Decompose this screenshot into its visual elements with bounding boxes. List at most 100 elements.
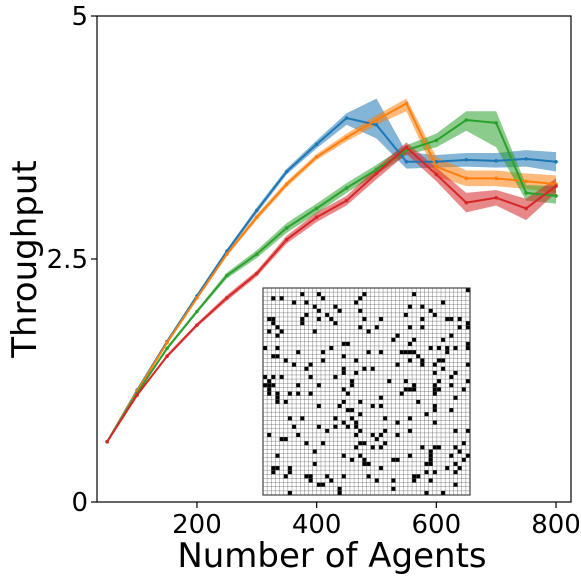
obstacle-cell: [275, 333, 280, 338]
obstacle-cell: [358, 412, 363, 417]
obstacle-cell: [453, 370, 458, 375]
obstacle-cell: [291, 424, 297, 429]
obstacle-cell: [416, 474, 421, 479]
obstacle-cell: [345, 391, 350, 396]
obstacle-cell: [358, 428, 363, 433]
obstacle-cell: [449, 408, 454, 413]
obstacle-cell: [453, 428, 458, 433]
series-3-point: [344, 198, 349, 203]
obstacle-cell: [432, 362, 437, 367]
series-0-point: [254, 208, 259, 213]
obstacle-cell: [436, 358, 442, 363]
obstacle-cell: [358, 325, 363, 330]
obstacle-cell: [387, 379, 392, 384]
obstacle-cell: [304, 474, 309, 479]
obstacle-cell: [296, 432, 301, 438]
series-2-point: [494, 121, 498, 125]
obstacle-cell: [465, 362, 470, 367]
series-3-point: [314, 215, 319, 220]
obstacle-cell: [395, 362, 400, 367]
obstacle-cell: [341, 370, 346, 375]
obstacle-cell: [449, 383, 454, 388]
obstacle-cell: [374, 437, 379, 442]
obstacle-cell: [465, 428, 470, 433]
obstacle-cell: [349, 416, 355, 421]
obstacle-cell: [399, 350, 404, 355]
obstacle-cell: [449, 333, 454, 338]
series-1-point: [284, 182, 289, 186]
obstacle-cell: [432, 403, 437, 409]
obstacle-cell: [271, 321, 276, 326]
obstacle-cell: [441, 490, 446, 495]
obstacle-cell: [428, 457, 433, 462]
obstacle-cell: [304, 312, 309, 317]
obstacle-cell: [320, 482, 326, 487]
obstacle-cell: [358, 296, 363, 301]
obstacle-cell: [275, 395, 280, 400]
y-tick-label: 2.5: [47, 245, 88, 275]
series-1-point: [195, 296, 199, 300]
series-1-point: [225, 252, 229, 256]
obstacle-cell: [275, 345, 280, 351]
obstacle-cell: [449, 453, 454, 458]
obstacle-cell: [428, 478, 433, 483]
obstacle-cell: [358, 399, 363, 404]
obstacle-cell: [445, 466, 450, 471]
obstacle-cell: [325, 474, 330, 479]
series-lines: [105, 101, 558, 444]
obstacle-cell: [407, 453, 413, 458]
obstacle-cell: [279, 296, 284, 301]
series-0-point: [404, 160, 409, 164]
obstacle-cell: [291, 362, 297, 367]
ticks: 200 400 600 800 0 2.5 5: [47, 2, 581, 540]
series-2-point: [374, 167, 379, 172]
obstacle-cell: [287, 391, 292, 396]
obstacle-cell: [424, 490, 429, 495]
obstacle-cell: [420, 445, 425, 450]
obstacle-cell: [279, 437, 284, 442]
obstacle-cell: [354, 432, 359, 438]
obstacle-cell: [349, 383, 355, 388]
obstacle-cell: [271, 316, 276, 322]
obstacle-cell: [358, 308, 363, 313]
obstacle-cell: [407, 428, 413, 433]
obstacle-cell: [378, 350, 384, 355]
obstacle-cell: [279, 374, 284, 380]
obstacle-cell: [308, 362, 313, 367]
obstacle-cell: [366, 461, 371, 467]
obstacle-cell: [374, 478, 379, 483]
obstacle-cell: [267, 316, 272, 322]
series-0-point: [374, 123, 379, 127]
obstacle-cell: [362, 441, 367, 446]
series-1-line: [106, 102, 557, 443]
obstacle-cell: [407, 350, 413, 355]
obstacle-cell: [432, 370, 437, 375]
obstacle-cell: [345, 341, 350, 346]
obstacle-cell: [441, 300, 446, 305]
obstacle-cell: [267, 391, 272, 396]
obstacle-cell: [378, 445, 384, 450]
obstacle-cell: [341, 474, 346, 479]
obstacle-cell: [349, 408, 355, 413]
obstacle-cell: [271, 296, 276, 301]
obstacle-cell: [358, 441, 363, 446]
obstacle-cell: [275, 391, 280, 396]
series-3-point: [105, 439, 109, 444]
series-0-point: [284, 169, 289, 174]
obstacle-cell: [329, 345, 334, 351]
obstacle-cell: [316, 308, 321, 313]
y-tick-label: 5: [71, 2, 88, 32]
obstacle-cell: [267, 432, 272, 438]
grid-map-inset: [262, 287, 471, 496]
obstacle-cell: [407, 416, 413, 421]
obstacle-cell: [296, 391, 301, 396]
obstacle-cell: [457, 449, 462, 454]
obstacle-cell: [333, 416, 338, 421]
obstacle-cell: [453, 482, 458, 487]
obstacle-cell: [420, 358, 425, 363]
obstacle-cell: [407, 341, 413, 346]
series-3-point: [135, 393, 139, 397]
obstacle-cell: [461, 387, 466, 392]
series-1-point: [494, 176, 498, 181]
